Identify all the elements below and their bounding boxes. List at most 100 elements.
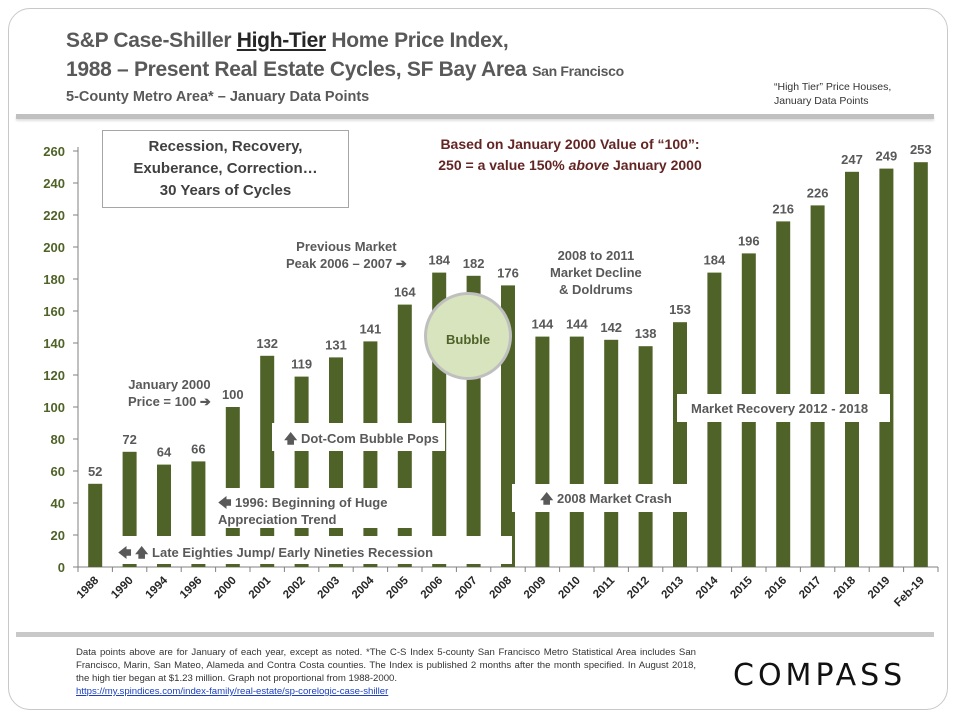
x-axis [77, 566, 939, 572]
value-label-2011: 142 [600, 320, 622, 335]
bar-2009 [535, 336, 550, 567]
callout-line3: 30 Years of Cycles [159, 182, 292, 199]
callout-line1: Recession, Recovery, [148, 138, 303, 155]
value-label-2016: 216 [772, 201, 794, 216]
crash-box [512, 484, 690, 512]
trend-box [216, 488, 416, 528]
y-tick-label: 200 [43, 240, 65, 255]
bar-Feb-19 [913, 162, 928, 567]
x-label-1988: 1988 [75, 574, 102, 601]
footer-divider [16, 632, 934, 637]
y-tick-label: 140 [43, 336, 65, 351]
callout-line2: Exuberance, Correction… [133, 160, 318, 177]
bubble-circle [424, 292, 512, 380]
title-line3: 5-County Metro Area* – January Data Poin… [66, 89, 370, 105]
peak-line1: Previous Market [296, 239, 397, 254]
slide-frame [8, 8, 948, 710]
title-emphasis: High-Tier [236, 29, 326, 52]
y-tick-label: 120 [43, 368, 65, 383]
x-label-2015: 2015 [728, 574, 755, 601]
x-label-2018: 2018 [832, 574, 859, 601]
value-label-2004: 141 [360, 321, 382, 336]
side-note-line2: January Data Points [774, 95, 869, 107]
value-label-1988: 52 [88, 464, 102, 479]
x-label-2014: 2014 [694, 574, 721, 601]
x-label-2002: 2002 [281, 575, 308, 602]
side-note: “High Tier” Price Houses, January Data P… [774, 80, 891, 108]
x-label-Feb-19: Feb-19 [892, 575, 927, 610]
value-label-2008: 176 [497, 265, 519, 280]
dotcom-box [272, 423, 445, 451]
eighties-box [108, 536, 512, 564]
bar-1988 [88, 483, 103, 567]
decline-line3: & Doldrums [559, 282, 633, 297]
y-tick-label: 20 [51, 528, 65, 543]
value-label-2015: 196 [738, 233, 760, 248]
y-tick-label: 60 [51, 464, 65, 479]
bar-2019 [879, 168, 894, 567]
value-label-1996: 66 [191, 441, 205, 456]
annotation-peak: Previous Market Peak 2006 – 2007 ➔ [286, 238, 407, 272]
bubble-label: Bubble [446, 332, 491, 347]
baseline-line1: Based on January 2000 Value of “100”: [440, 136, 700, 152]
x-label-1990: 1990 [109, 575, 136, 602]
value-label-2007: 182 [463, 256, 485, 271]
bar-2013 [673, 322, 687, 567]
y-axis: 0 20 40 60 80 100 120 140 160 180 200 220 240 260 [43, 144, 79, 575]
value-label-2019: 249 [876, 149, 898, 164]
bar-2004 [363, 341, 378, 567]
y-tick-label: 80 [51, 432, 65, 447]
header-divider [16, 114, 934, 119]
value-label-1990: 72 [122, 432, 136, 447]
peak-line2: Peak 2006 – 2007 ➔ [286, 256, 407, 271]
bar-2011 [604, 339, 619, 567]
x-label-2009: 2009 [522, 575, 549, 602]
x-label-2000: 2000 [212, 575, 239, 602]
x-label-2013: 2013 [660, 575, 687, 602]
annotation-trend: 🡄 1996: Beginning of Huge Appreciation T… [218, 494, 387, 528]
x-tick-labels: 1988 1990 1994 1996 2000 2001 2002 2003 2004 2005… [75, 574, 927, 609]
baseline-note: Based on January 2000 Value of “100”: 25… [420, 134, 720, 176]
value-label-2012: 138 [635, 326, 657, 341]
x-label-2004: 2004 [350, 574, 377, 601]
baseline-line2-pre: 250 = a value 150% [438, 157, 569, 173]
annotation-crash: 🡅 2008 Market Crash [540, 491, 672, 506]
title-line1-end: Home Price Index, [325, 29, 509, 52]
y-tick-label: 180 [43, 272, 65, 287]
bars [88, 162, 928, 568]
decline-line1: 2008 to 2011 [557, 248, 635, 263]
footnote-text: Data points above are for January of eac… [76, 647, 696, 684]
x-label-2010: 2010 [556, 575, 583, 602]
baseline-line2-em: above [568, 157, 610, 173]
source-link[interactable]: https://my.spindices.com/index-family/re… [76, 686, 389, 697]
value-label-2014: 184 [704, 253, 726, 268]
bar-2010 [569, 336, 584, 567]
baseline-line2-post: January 2000 [609, 157, 702, 173]
value-label-2017: 226 [807, 185, 829, 200]
bar-2017 [810, 205, 825, 567]
x-label-2016: 2016 [763, 575, 790, 602]
value-labels: 52 72 64 66 100 132 119 131 141 164 184 182 176 144 14… [88, 142, 932, 479]
y-tick-label: 0 [58, 560, 65, 575]
value-label-2018: 247 [841, 152, 863, 167]
decline-line2: Market Decline [550, 265, 642, 280]
title-line1: S&P Case-Shiller [66, 29, 237, 52]
x-label-1994: 1994 [144, 574, 171, 601]
trend-line1: 🡄 1996: Beginning of Huge [218, 495, 388, 510]
bar-2012 [638, 346, 653, 567]
annotation-dotcom: 🡅 Dot-Com Bubble Pops [284, 431, 439, 446]
value-label-2013: 153 [669, 302, 691, 317]
annotation-jan2000: January 2000 Price = 100 ➔ [128, 376, 211, 410]
annotation-eighties: 🡄 🡅 Late Eighties Jump/ Early Nineties R… [118, 545, 434, 560]
callout-box: Recession, Recovery, Exuberance, Correct… [102, 130, 349, 208]
value-label-2002: 119 [291, 357, 312, 372]
x-label-2001: 2001 [247, 574, 274, 601]
trend-line2: Appreciation Trend [218, 512, 337, 527]
jan2000-line2: Price = 100 ➔ [128, 394, 211, 409]
y-tick-label: 260 [43, 144, 65, 159]
value-label-Feb-19: 253 [910, 142, 932, 157]
y-tick-label: 220 [43, 208, 65, 223]
jan2000-line1: January 2000 [128, 377, 211, 392]
x-label-2017: 2017 [797, 575, 824, 602]
x-label-2011: 2011 [591, 574, 618, 601]
